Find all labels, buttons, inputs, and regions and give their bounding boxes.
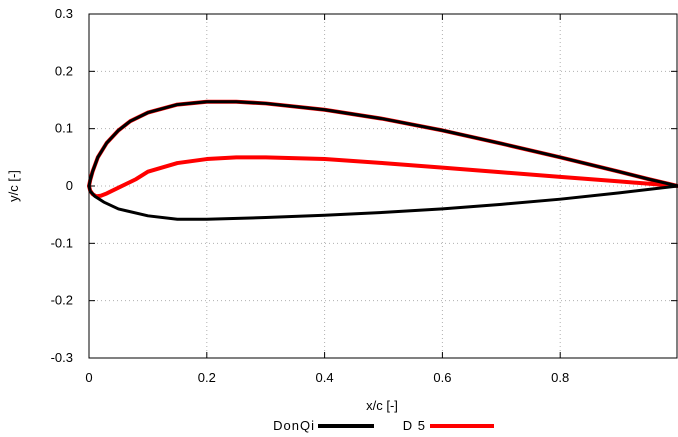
x-tick-label: 0.6 bbox=[433, 370, 451, 385]
y-tick-label: 0.1 bbox=[55, 121, 73, 136]
y-tick-label: 0.3 bbox=[55, 6, 73, 21]
legend-label: D 5 bbox=[403, 418, 426, 433]
x-tick-label: 0.8 bbox=[551, 370, 569, 385]
y-tick-label: 0 bbox=[66, 178, 73, 193]
grid-layer bbox=[89, 14, 678, 358]
legend: DonQi D 5 bbox=[273, 418, 494, 433]
y-axis-label: y/c [-] bbox=[6, 170, 21, 202]
x-tick-label: 0.2 bbox=[198, 370, 216, 385]
legend-label: DonQi bbox=[273, 418, 315, 433]
x-axis-label: x/c [-] bbox=[366, 398, 398, 413]
series-line-donqi bbox=[87, 100, 678, 221]
y-tick-label: 0.2 bbox=[55, 63, 73, 78]
x-tick-label: 0.4 bbox=[316, 370, 334, 385]
ticks-layer: 0 0.2 0.4 0.6 0.8 -0.3 -0.2 -0.1 0 0.1 0.2 0.3 bbox=[51, 6, 677, 385]
y-tick-label: -0.2 bbox=[51, 293, 73, 308]
y-tick-label: -0.3 bbox=[51, 350, 73, 365]
x-tick-label: 0 bbox=[85, 370, 92, 385]
y-tick-label: -0.1 bbox=[51, 235, 73, 250]
